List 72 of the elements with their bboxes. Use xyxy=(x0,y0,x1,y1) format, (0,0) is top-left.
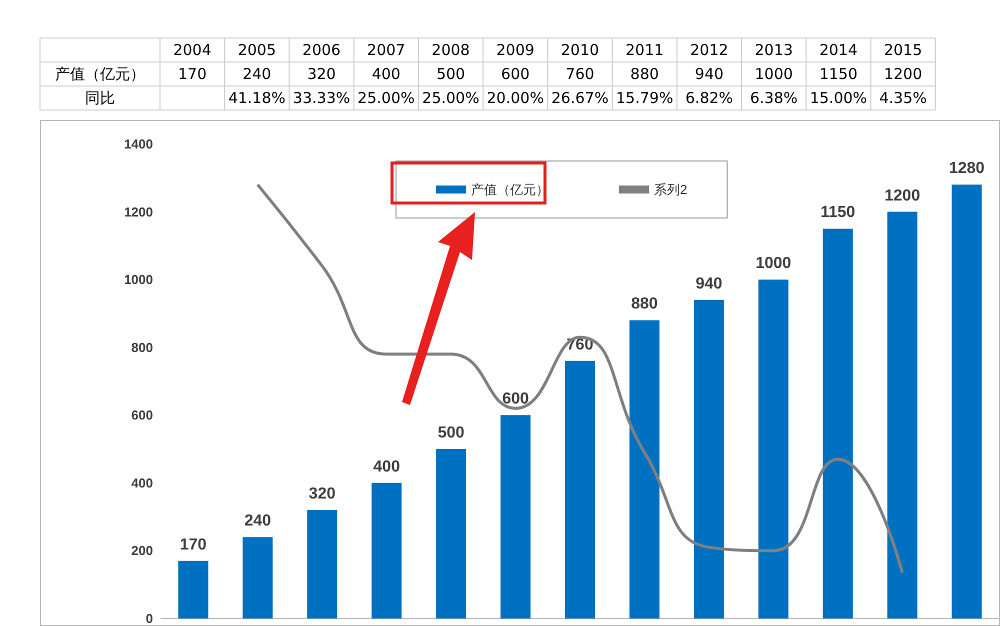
text: 400 xyxy=(370,64,402,85)
x-tick-label: 2013 xyxy=(754,40,794,61)
x-tick-label: 2009 xyxy=(495,40,536,61)
text: 320 xyxy=(306,64,337,85)
x-tick-label: 2012 xyxy=(689,40,730,61)
x-tick-label: 2007 xyxy=(366,40,406,61)
y-tick-label: 1200 xyxy=(124,204,153,220)
bar xyxy=(436,449,466,618)
data-label: 320 xyxy=(308,486,336,503)
x-tick-label: 2005 xyxy=(236,40,277,61)
data-label: 1280 xyxy=(948,160,985,178)
legend-label: 产值（亿元） xyxy=(471,182,549,197)
text: 940 xyxy=(694,64,725,85)
text: 产值（亿元） xyxy=(55,65,145,83)
bar xyxy=(629,320,660,618)
bar xyxy=(694,300,724,618)
x-tick-label: 2015 xyxy=(882,40,924,61)
text: 25.00% xyxy=(421,88,480,109)
data-label: 1200 xyxy=(884,187,920,204)
bar xyxy=(178,560,208,618)
y-tick-label: 0 xyxy=(146,611,153,626)
text: 1000 xyxy=(754,64,794,85)
data-label: 170 xyxy=(180,536,207,554)
data-label: 400 xyxy=(373,458,400,476)
x-tick-label: 2010 xyxy=(560,40,600,61)
text: 33.33% xyxy=(292,88,352,109)
legend-label: 系列2 xyxy=(654,182,688,197)
x-tick-label: 2008 xyxy=(430,40,471,61)
text: 20.00% xyxy=(486,88,545,109)
bar xyxy=(887,212,918,618)
bar xyxy=(372,482,402,618)
data-label: 500 xyxy=(438,424,465,442)
text: 600 xyxy=(500,64,531,85)
y-tick-label: 400 xyxy=(131,475,153,490)
text: 41.18% xyxy=(227,88,287,109)
bar xyxy=(307,510,338,618)
text: 1200 xyxy=(882,64,924,85)
x-tick-label: 2004 xyxy=(172,40,212,61)
text: 同比 xyxy=(84,88,116,109)
y-tick-label: 600 xyxy=(131,408,153,423)
text: 15.00% xyxy=(808,88,868,109)
text: 170 xyxy=(176,64,208,85)
x-tick-label: 2014 xyxy=(818,40,859,61)
text: 25.00% xyxy=(356,88,416,109)
bar xyxy=(758,280,788,618)
text: 1150 xyxy=(818,64,859,85)
text: 240 xyxy=(242,64,272,85)
x-tick-label: 2006 xyxy=(301,40,342,61)
text: 760 xyxy=(564,64,596,85)
y-tick-label: 1000 xyxy=(124,272,153,288)
data-label: 1000 xyxy=(756,255,792,272)
data-label: 600 xyxy=(502,390,529,408)
bar xyxy=(242,537,273,618)
text: 15.79% xyxy=(615,88,674,109)
y-tick-label: 800 xyxy=(131,340,153,355)
text: 880 xyxy=(629,64,660,85)
data-label: 940 xyxy=(696,275,722,292)
bar xyxy=(565,360,595,618)
data-label: 240 xyxy=(244,512,272,530)
bar xyxy=(952,184,982,618)
text: 500 xyxy=(435,64,466,85)
bar xyxy=(500,415,531,618)
text: 6.38% xyxy=(749,88,799,109)
y-tick-label: 200 xyxy=(131,543,153,558)
bar xyxy=(822,228,853,618)
x-tick-label: 2011 xyxy=(624,40,665,61)
data-label: 1150 xyxy=(820,204,856,222)
text: 6.82% xyxy=(684,88,734,109)
data-label: 880 xyxy=(631,296,658,313)
text: 26.67% xyxy=(550,88,610,109)
y-tick-label: 1400 xyxy=(124,136,153,152)
text: 4.35% xyxy=(878,88,928,109)
